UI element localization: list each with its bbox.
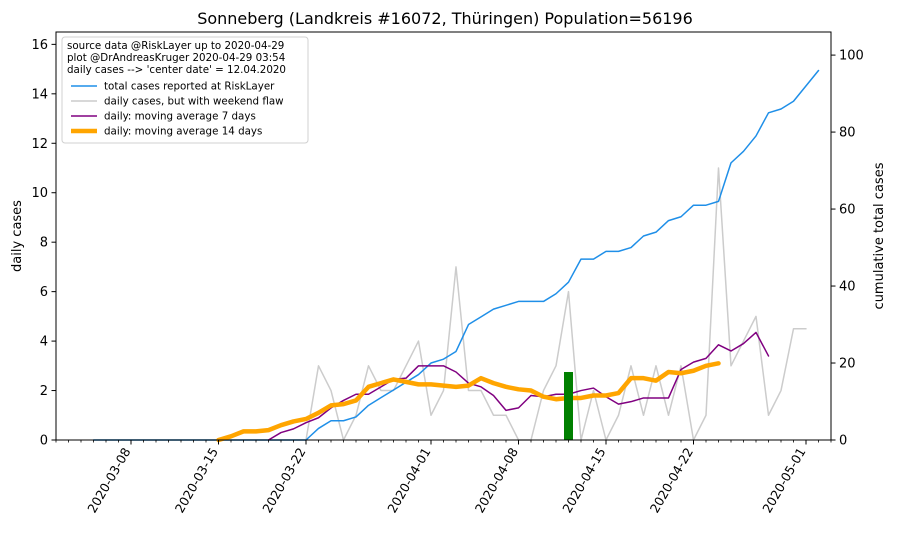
y-tick-label: 8 [40,236,48,251]
y-tick-label: 12 [31,137,48,152]
legend-entries: total cases reported at RiskLayer daily c… [71,81,284,138]
y2-tick-label: 40 [839,280,856,295]
legend-box [61,36,309,144]
y2-axis-label: cumulative total cases [872,162,887,309]
y-tick-label: 0 [40,434,48,449]
legend-label: total cases reported at RiskLayer [104,81,275,93]
center-date-marker [564,372,573,440]
y-tick-label: 4 [40,335,48,350]
series-line-4 [216,361,721,443]
y2-tick-label: 0 [839,434,847,449]
legend-text-line-3: daily cases --> 'center date' = 12.04.20… [67,64,286,76]
chart-title: Sonneberg (Landkreis #16072, Thüringen) … [197,9,693,28]
y2-tick-label: 80 [839,126,856,141]
y-tick-label: 2 [40,384,48,399]
legend-text-line-2: plot @DrAndreasKruger 2020-04-29 03:54 [67,52,285,64]
y2-tick-label: 60 [839,203,856,218]
y2-tick-label: 100 [839,49,864,64]
series-line-3 [267,331,770,441]
y-axis-label: daily cases [10,200,25,272]
y-tick-label: 6 [40,285,48,300]
legend-label: daily: moving average 7 days [104,111,256,123]
y-tick-label: 16 [31,38,48,53]
y-tick-label: 14 [31,87,48,102]
y2-tick-label: 20 [839,357,856,372]
legend: source data @RiskLayer up to 2020-04-29 … [61,36,309,144]
legend-label: daily cases, but with weekend flaw [104,96,284,108]
legend-label: daily: moving average 14 days [104,126,262,138]
y-tick-label: 10 [31,186,48,201]
legend-text-line-1: source data @RiskLayer up to 2020-04-29 [67,40,284,52]
